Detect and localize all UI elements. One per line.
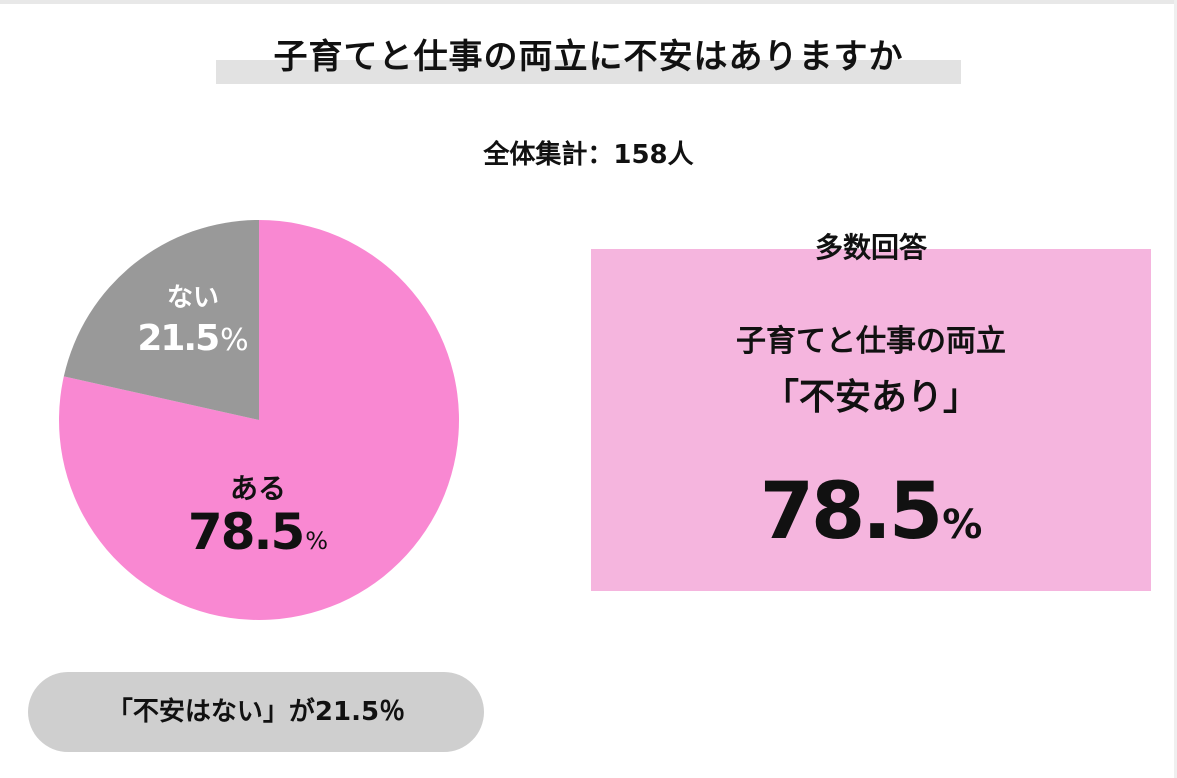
- slice-value-unit-nai: %: [220, 323, 249, 358]
- slice-label-aru: ある 78.5%: [168, 472, 348, 570]
- slice-value-aru: 78.5%: [168, 506, 348, 570]
- note-pill: 「不安はない」が21.5％: [28, 672, 484, 752]
- summary-line-1: 子育てと仕事の両立: [736, 324, 1006, 359]
- pie-chart-svg: [59, 220, 460, 620]
- chart-subtitle: 全体集計：158人: [483, 140, 694, 170]
- slice-category-nai: ない: [166, 283, 219, 313]
- summary-caption: 多数回答: [814, 231, 927, 264]
- slice-value-unit-aru: %: [305, 527, 329, 555]
- chart-title: 子育てと仕事の両立に不安はありますか: [273, 37, 904, 77]
- slice-label-nai: ない 21.5%: [128, 283, 258, 371]
- slice-category-aru: ある: [229, 472, 286, 505]
- summary-value-unit: %: [942, 502, 983, 548]
- summary-value-number: 78.5: [759, 467, 943, 557]
- summary-value: 78.5%: [591, 467, 1151, 578]
- slice-value-nai: 21.5%: [128, 313, 258, 371]
- slice-value-number-nai: 21.5: [137, 318, 220, 359]
- title-highlight-bar: [216, 60, 961, 84]
- pie-slice-nai: [63, 220, 259, 420]
- right-divider: [1174, 0, 1177, 778]
- summary-line-2: 「不安あり」: [762, 377, 979, 418]
- pie-chart: [57, 218, 461, 622]
- top-divider: [0, 0, 1177, 4]
- slice-value-number-aru: 78.5: [187, 503, 305, 561]
- summary-box: 子育てと仕事の両立 「不安あり」 78.5%: [591, 249, 1151, 591]
- pie-slice-aru: [59, 220, 460, 620]
